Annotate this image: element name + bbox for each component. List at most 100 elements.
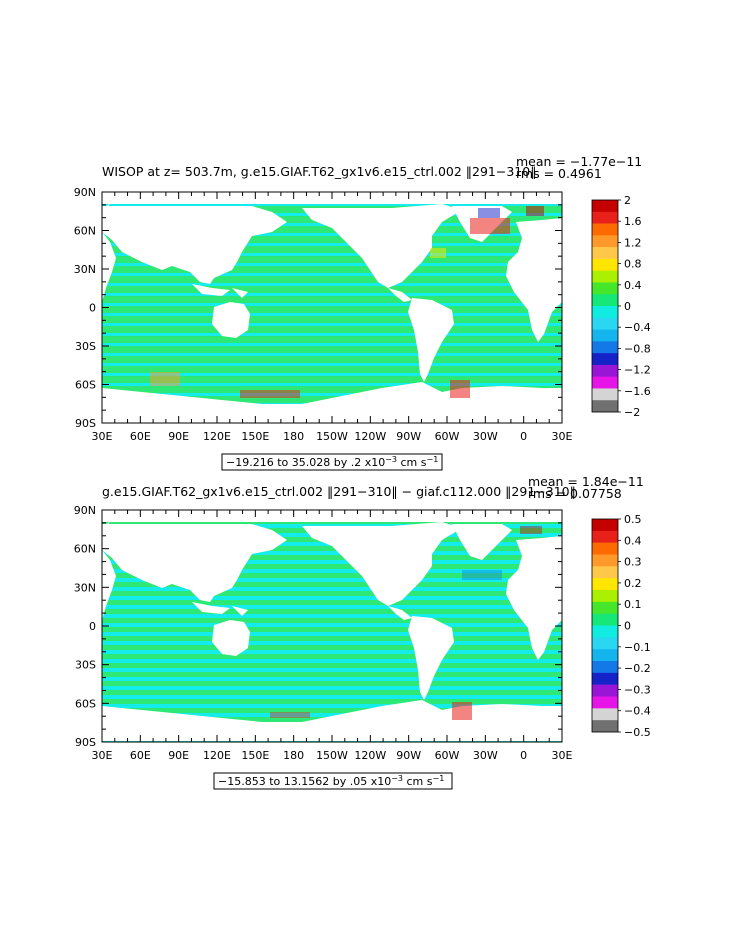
colorbar-swatch: [592, 211, 618, 224]
colorbar-swatch: [592, 554, 618, 567]
lon-label: 60W: [435, 749, 460, 762]
panel-2-lon-labels: 30E 60E 90E 120E 150E 180 150W 120W 90W 60W 30W 0 30…: [92, 749, 573, 762]
colorbar-swatch: [592, 235, 618, 248]
lat-label: 30N: [74, 263, 96, 276]
colorbar-label: 0: [624, 300, 631, 313]
lat-label: 30S: [75, 340, 96, 353]
lon-label: 120W: [354, 430, 386, 443]
panel-1-lat-labels: 90N 60N 30N 0 30S 60S 90S: [74, 186, 96, 430]
colorbar-label: 1.2: [624, 236, 642, 249]
colorbar-label: −0.4: [624, 321, 651, 334]
lon-label: 0: [520, 430, 527, 443]
colorbar-label: −0.2: [624, 662, 651, 675]
colorbar-swatch: [592, 578, 618, 591]
colorbar-label: 0.5: [624, 513, 642, 526]
colorbar-swatch: [592, 270, 618, 283]
lat-label: 60N: [74, 225, 96, 238]
lon-label: 90E: [168, 749, 189, 762]
colorbar-swatch: [592, 388, 618, 401]
lon-label: 120E: [203, 430, 231, 443]
panel-1-hotspots: [150, 206, 544, 398]
colorbar-label: −0.8: [624, 342, 651, 355]
colorbar-swatch: [592, 637, 618, 650]
lon-label: 180: [283, 430, 304, 443]
panel-1-ticks: [101, 191, 563, 424]
colorbar-swatch: [592, 317, 618, 330]
lon-label: 30W: [473, 430, 498, 443]
lat-label: 60N: [74, 543, 96, 556]
panel-2-colorbar: 0.5 0.4 0.3 0.2 0.1 0 −0.1 −0.2 −0.3 −0.4 −0.5: [591, 513, 651, 739]
panel-1-lon-labels: 30E 60E 90E 120E 150E 180 150W 120W 90W 60W 30W 0 30…: [92, 430, 573, 443]
lat-label: 60S: [75, 697, 96, 710]
lon-label: 30E: [92, 430, 113, 443]
panel-2-lat-labels: 90N 60N 30N 0 30S 60S 90S: [74, 504, 96, 749]
panel-1: WISOP at z= 503.7m, g.e15.GIAF.T62_gx1v6…: [74, 154, 651, 471]
panel-1-range-box: [221, 453, 443, 471]
colorbar-swatch: [592, 661, 618, 674]
colorbar-swatch: [592, 282, 618, 295]
colorbar-swatch: [592, 720, 618, 733]
lon-label: 90W: [396, 749, 421, 762]
colorbar-label: −0.1: [624, 641, 651, 654]
lat-label: 30S: [75, 659, 96, 672]
colorbar-label: 0.2: [624, 577, 642, 590]
lat-label: 90N: [74, 186, 96, 199]
panel-2: g.e15.GIAF.T62_gx1v6.e15_ctrl.002 ‖291−3…: [74, 474, 651, 790]
colorbar-swatch: [592, 530, 618, 543]
panel-2-map: [102, 510, 562, 742]
lon-label: 180: [283, 749, 304, 762]
colorbar-swatch: [592, 613, 618, 626]
colorbar-label: −0.4: [624, 705, 651, 718]
lat-label: 30N: [74, 581, 96, 594]
lon-label: 30E: [552, 749, 573, 762]
colorbar-swatch: [592, 542, 618, 555]
lon-label: 0: [520, 749, 527, 762]
colorbar-swatch: [592, 590, 618, 603]
colorbar-swatch: [592, 649, 618, 662]
colorbar-swatch: [592, 519, 618, 532]
colorbar-swatch: [592, 625, 618, 638]
lon-label: 30E: [92, 749, 113, 762]
panel-2-rms: rms = 0.07758: [528, 486, 622, 501]
panel-2-range-text: −15.853 to 13.1562 by .05 x10−3 cm s−1: [218, 774, 444, 788]
lon-label: 60W: [435, 430, 460, 443]
lat-label: 90S: [75, 736, 96, 749]
panel-1-rms: rms = 0.4961: [516, 166, 602, 181]
lon-label: 150W: [316, 749, 348, 762]
panel-2-title: g.e15.GIAF.T62_gx1v6.e15_ctrl.002 ‖291−3…: [102, 484, 576, 499]
lon-label: 90W: [396, 430, 421, 443]
lon-label: 150W: [316, 430, 348, 443]
lon-label: 90E: [168, 430, 189, 443]
colorbar-swatch: [592, 601, 618, 614]
colorbar-swatch: [592, 341, 618, 354]
colorbar-swatch: [592, 200, 618, 213]
lon-label: 30E: [552, 430, 573, 443]
lon-label: 60E: [130, 430, 151, 443]
colorbar-swatch: [592, 684, 618, 697]
lat-label: 60S: [75, 379, 96, 392]
colorbar-label: 0.1: [624, 598, 642, 611]
panel-1-map: [102, 192, 562, 423]
panel-2-hotspots: [270, 526, 542, 720]
panel-2-range-box: [213, 772, 453, 790]
colorbar-swatch: [592, 258, 618, 271]
colorbar-label: 0.4: [624, 534, 642, 547]
colorbar-label: 0.4: [624, 279, 642, 292]
lat-label: 90N: [74, 504, 96, 517]
colorbar-swatch: [592, 708, 618, 721]
colorbar-swatch: [592, 672, 618, 685]
lon-label: 120W: [354, 749, 386, 762]
colorbar-swatch: [592, 400, 618, 413]
colorbar-label: −1.6: [624, 385, 651, 398]
colorbar-swatch: [592, 247, 618, 260]
colorbar-label: −1.2: [624, 364, 651, 377]
colorbar-swatch: [592, 696, 618, 709]
colorbar-label: 1.6: [624, 215, 642, 228]
colorbar-label: −0.5: [624, 726, 651, 739]
colorbar-swatch: [592, 294, 618, 307]
colorbar-swatch: [592, 306, 618, 319]
colorbar-swatch: [592, 329, 618, 342]
panel-2-ticks: [101, 509, 563, 743]
lon-label: 120E: [203, 749, 231, 762]
